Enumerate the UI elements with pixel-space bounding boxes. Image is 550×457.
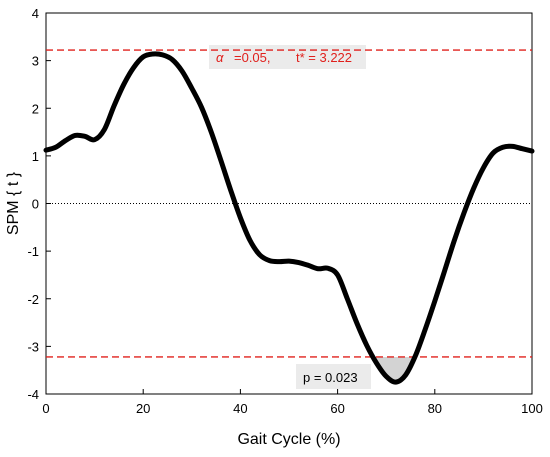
y-tick-label: -3 bbox=[27, 339, 39, 354]
plot-area: α =0.05, t* = 3.222 p = 0.023 bbox=[43, 12, 535, 395]
y-tick-label: -4 bbox=[27, 387, 39, 402]
x-tick-label: 80 bbox=[428, 401, 442, 416]
y-tick-label: 3 bbox=[32, 54, 39, 69]
x-tick-label: 40 bbox=[233, 401, 247, 416]
threshold-label-tstar: t* = 3.222 bbox=[296, 50, 352, 65]
x-tick-label: 0 bbox=[42, 401, 49, 416]
y-axis-ticks: 4 3 2 1 0 -1 -2 -3 -4 bbox=[27, 6, 51, 402]
alpha-symbol: α bbox=[216, 50, 224, 65]
y-tick-label: -1 bbox=[27, 244, 39, 259]
y-tick-label: 2 bbox=[32, 101, 39, 116]
x-tick-label: 20 bbox=[136, 401, 150, 416]
y-tick-label: -2 bbox=[27, 292, 39, 307]
x-axis-label: Gait Cycle (%) bbox=[237, 431, 340, 448]
y-tick-label: 4 bbox=[32, 6, 39, 21]
x-axis-ticks: 0 20 40 60 80 100 bbox=[42, 389, 543, 416]
cluster-label-background bbox=[296, 364, 371, 389]
y-tick-label: 0 bbox=[32, 197, 39, 212]
spm-t-curve bbox=[43, 51, 535, 385]
x-tick-label: 60 bbox=[330, 401, 344, 416]
y-axis-label: SPM { t } bbox=[5, 171, 22, 235]
threshold-label-background bbox=[209, 45, 366, 69]
x-tick-label: 100 bbox=[521, 401, 543, 416]
y-tick-label: 1 bbox=[32, 149, 39, 164]
cluster-p-value-label: p = 0.023 bbox=[303, 370, 358, 385]
threshold-label-alpha: =0.05, bbox=[234, 50, 271, 65]
